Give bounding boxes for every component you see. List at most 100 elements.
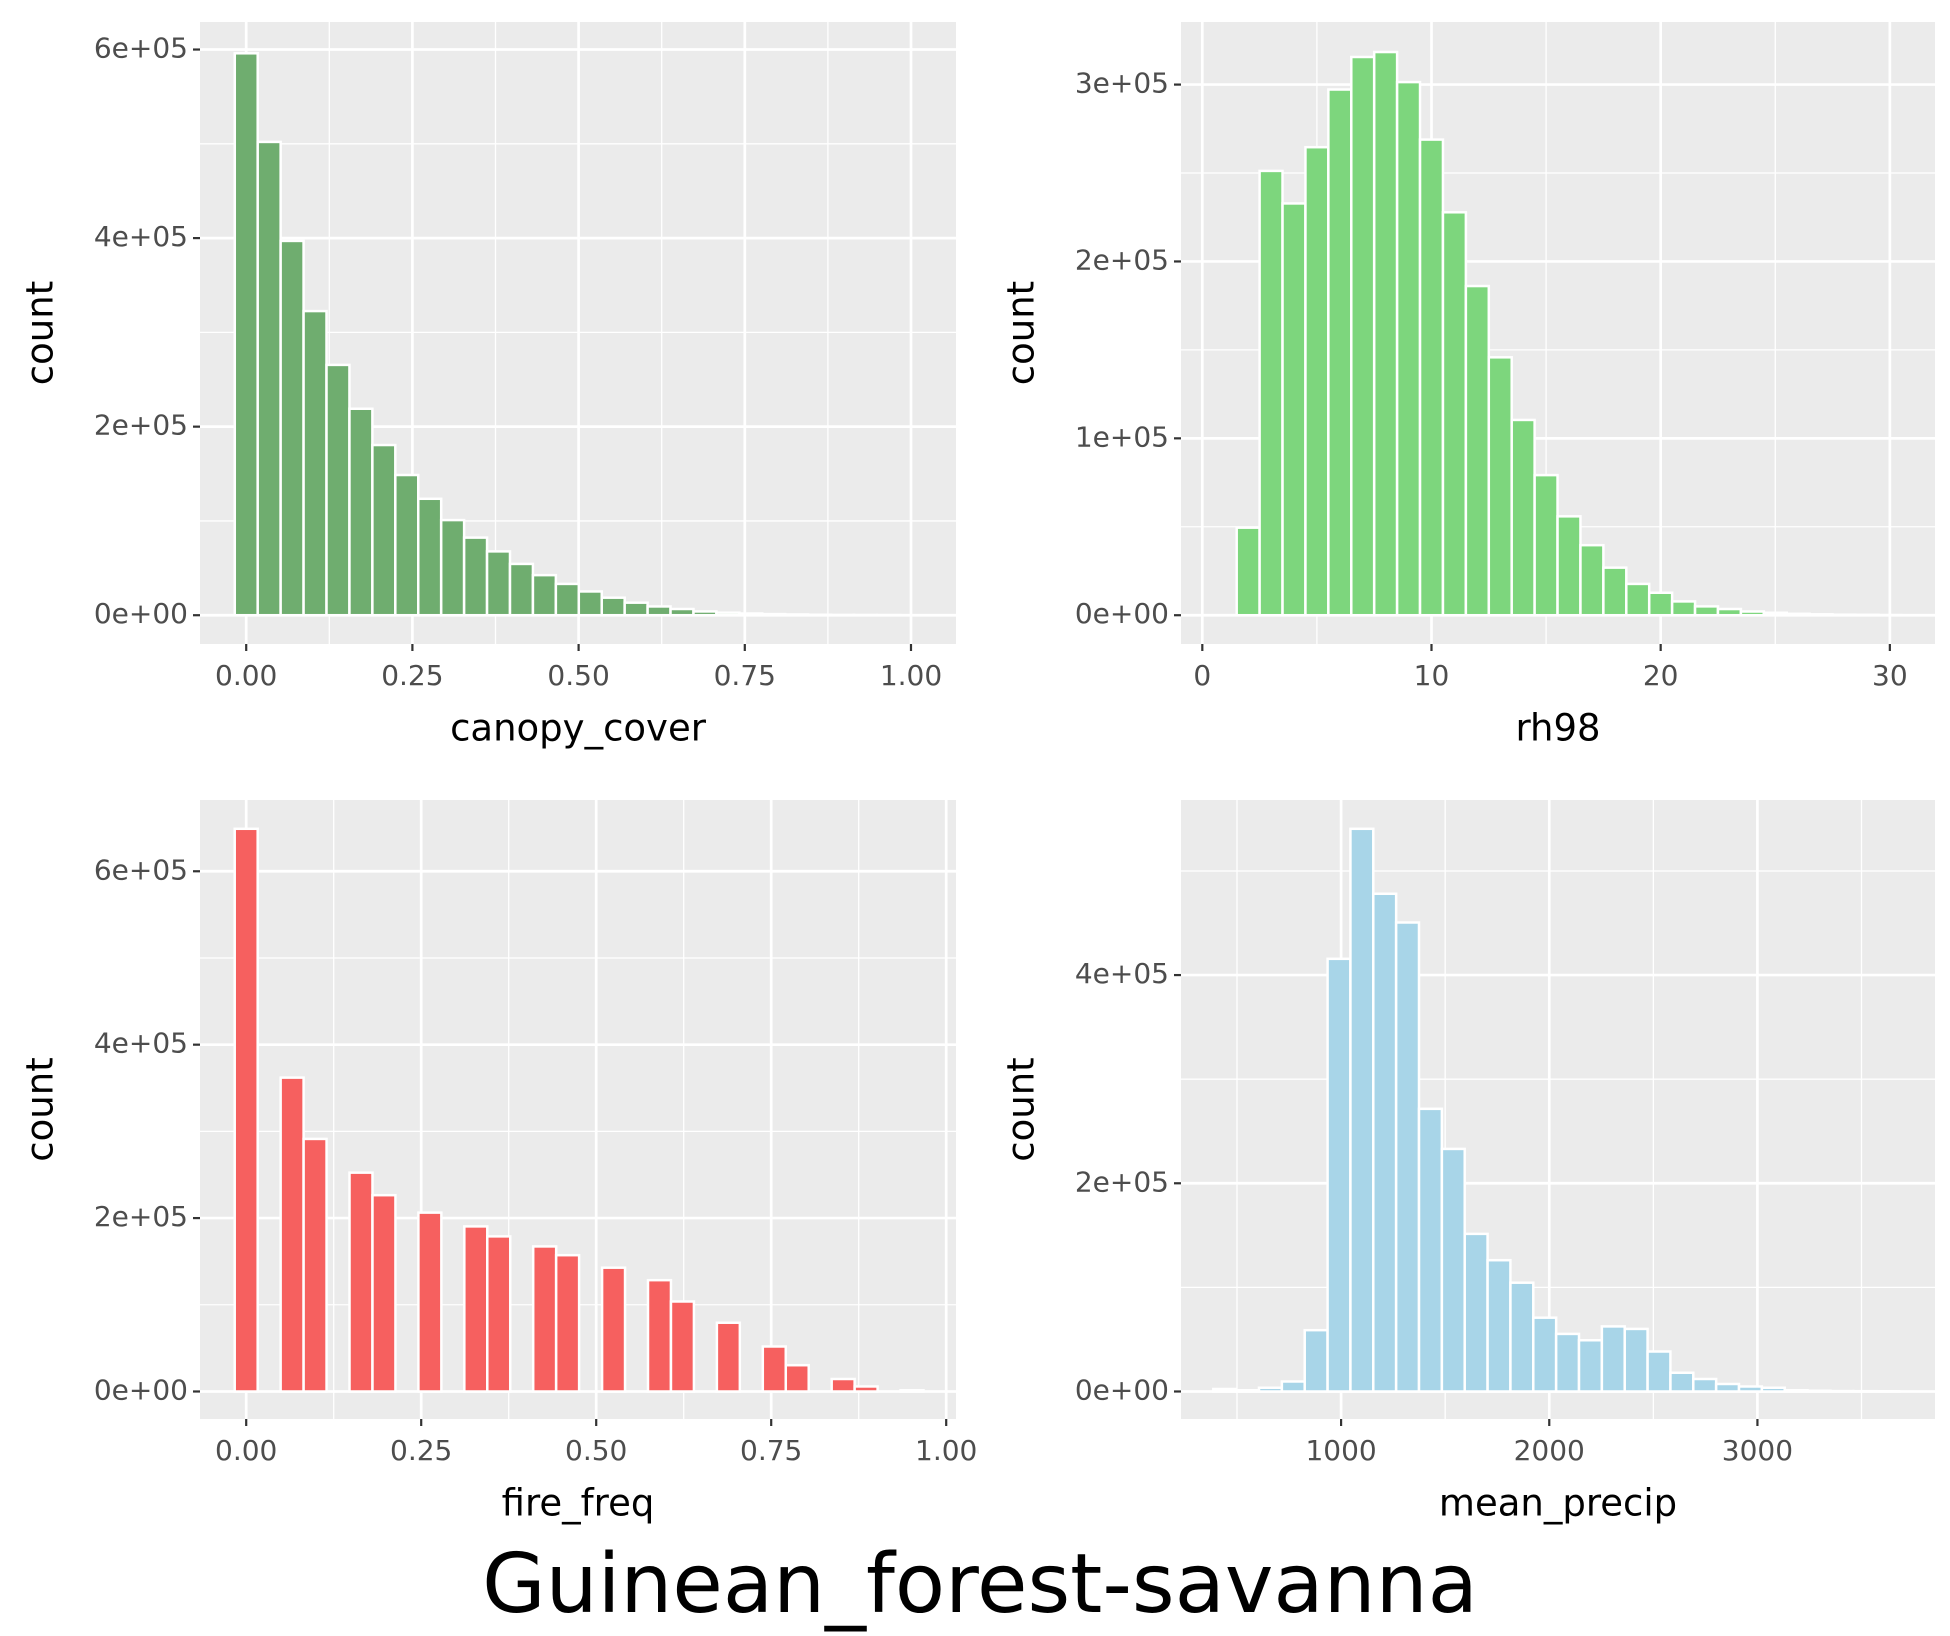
histogram-bar bbox=[1693, 605, 1720, 617]
histogram-bar bbox=[1533, 473, 1559, 617]
histogram-bar bbox=[1441, 211, 1468, 617]
histogram-bar bbox=[417, 497, 443, 617]
x-axis-title: mean_precip bbox=[1439, 1482, 1677, 1525]
histogram-bar bbox=[1625, 582, 1651, 617]
histogram-bar bbox=[646, 1278, 673, 1393]
histogram-bar bbox=[1235, 526, 1261, 617]
x-axis-title: rh98 bbox=[1515, 707, 1600, 750]
histogram-bar bbox=[1487, 356, 1513, 617]
histogram-bar bbox=[1714, 1382, 1741, 1393]
x-tick-label: 10 bbox=[1414, 659, 1450, 692]
histogram-bar bbox=[1762, 611, 1788, 617]
x-tick-label: 30 bbox=[1872, 659, 1908, 692]
histogram-bar bbox=[417, 1211, 443, 1393]
x-tick-label: 20 bbox=[1643, 659, 1679, 692]
histogram-bar bbox=[1670, 600, 1697, 617]
histogram-bar bbox=[600, 596, 626, 617]
x-tick-label: 1000 bbox=[1305, 1434, 1376, 1467]
histogram-bar bbox=[784, 1363, 810, 1393]
x-tick-label: 0 bbox=[1193, 659, 1211, 692]
histogram-bar bbox=[1647, 591, 1674, 617]
histogram-bar bbox=[1304, 145, 1330, 617]
panel-background bbox=[1181, 800, 1935, 1419]
y-tick-label: 0e+00 bbox=[94, 1373, 188, 1406]
histogram-bar bbox=[462, 536, 489, 617]
histogram-bar bbox=[1327, 88, 1353, 617]
histogram-bar bbox=[233, 52, 259, 617]
histogram-bar bbox=[233, 827, 259, 1393]
histogram-bar bbox=[1280, 1380, 1306, 1393]
histogram-bar bbox=[1486, 1258, 1512, 1393]
histogram-bar bbox=[646, 605, 672, 617]
histogram-bar bbox=[1281, 202, 1307, 617]
histogram-bar bbox=[783, 613, 810, 617]
histogram-bar bbox=[1808, 613, 1834, 617]
histogram-bar bbox=[486, 1235, 512, 1393]
histogram-bar bbox=[1579, 543, 1605, 617]
histogram-bar bbox=[256, 140, 282, 617]
x-tick-label: 0.50 bbox=[565, 1434, 627, 1467]
histogram-bar bbox=[692, 610, 718, 617]
y-tick-label: 4e+05 bbox=[94, 220, 188, 253]
histogram-bar bbox=[1234, 1388, 1261, 1393]
histogram-bar bbox=[1440, 1147, 1466, 1393]
histogram-bar bbox=[531, 573, 558, 617]
x-tick-label: 1.00 bbox=[880, 659, 942, 692]
y-tick-label: 2e+05 bbox=[1075, 1165, 1169, 1198]
histogram-bar bbox=[1806, 1389, 1832, 1393]
histogram-bar bbox=[1737, 1385, 1764, 1393]
histogram-bar bbox=[1395, 80, 1422, 617]
histogram-bar bbox=[853, 1385, 879, 1393]
histogram-bar bbox=[1464, 284, 1491, 617]
histogram-bar bbox=[1623, 1327, 1649, 1393]
histogram-bar bbox=[508, 562, 535, 617]
histogram-bar bbox=[1257, 1386, 1284, 1393]
histogram-bar bbox=[1372, 892, 1398, 1393]
histogram-bar bbox=[1394, 921, 1421, 1393]
histogram-bar bbox=[1556, 515, 1582, 617]
histogram-bar bbox=[1509, 1281, 1535, 1393]
histogram-bar bbox=[1783, 1388, 1809, 1393]
histogram-bar bbox=[577, 590, 603, 617]
histogram-bar bbox=[669, 607, 695, 617]
y-tick-label: 1e+05 bbox=[1075, 420, 1169, 453]
histogram-bar bbox=[1258, 169, 1284, 617]
histogram-bar bbox=[394, 473, 420, 617]
histogram-bar bbox=[600, 1266, 627, 1393]
y-tick-label: 6e+05 bbox=[94, 32, 188, 65]
x-tick-label: 0.25 bbox=[390, 1434, 452, 1467]
histogram-bar bbox=[1212, 1387, 1238, 1393]
histogram-bar bbox=[669, 1300, 696, 1393]
histogram-bar bbox=[463, 1225, 489, 1393]
histogram-bar bbox=[302, 309, 328, 617]
y-tick-label: 3e+05 bbox=[1075, 67, 1169, 100]
histogram-bar bbox=[623, 601, 649, 617]
histogram-bar bbox=[371, 1193, 397, 1393]
x-tick-label: 0.00 bbox=[215, 659, 277, 692]
histogram-bar bbox=[715, 1321, 742, 1393]
histogram-bar bbox=[554, 582, 581, 617]
x-tick-label: 2000 bbox=[1514, 1434, 1585, 1467]
histogram-bar bbox=[531, 1245, 558, 1393]
histogram-bar bbox=[1602, 566, 1628, 617]
histogram-bar bbox=[279, 239, 305, 617]
x-axis-title: fire_freq bbox=[502, 1482, 655, 1525]
x-tick-label: 1.00 bbox=[915, 1434, 977, 1467]
histogram-bar bbox=[371, 443, 397, 617]
histogram-bar bbox=[1463, 1232, 1489, 1393]
histogram-bar bbox=[1646, 1350, 1672, 1393]
y-tick-label: 2e+05 bbox=[94, 1200, 188, 1233]
x-tick-label: 0.25 bbox=[381, 659, 443, 692]
histogram-bar bbox=[1554, 1332, 1581, 1393]
histogram-bar bbox=[1760, 1386, 1786, 1393]
histogram-bar bbox=[1532, 1316, 1558, 1393]
y-axis-title: count bbox=[1000, 281, 1043, 385]
y-tick-label: 0e+00 bbox=[1075, 1373, 1169, 1406]
histogram-bar bbox=[279, 1076, 305, 1393]
y-tick-label: 0e+00 bbox=[94, 597, 188, 630]
histogram-bar bbox=[899, 1389, 925, 1393]
histogram-bar bbox=[1417, 1107, 1444, 1393]
x-tick-label: 0.75 bbox=[740, 1434, 802, 1467]
histogram-bar bbox=[439, 518, 466, 617]
